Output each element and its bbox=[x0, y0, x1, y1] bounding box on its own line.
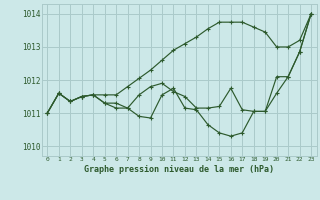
X-axis label: Graphe pression niveau de la mer (hPa): Graphe pression niveau de la mer (hPa) bbox=[84, 165, 274, 174]
